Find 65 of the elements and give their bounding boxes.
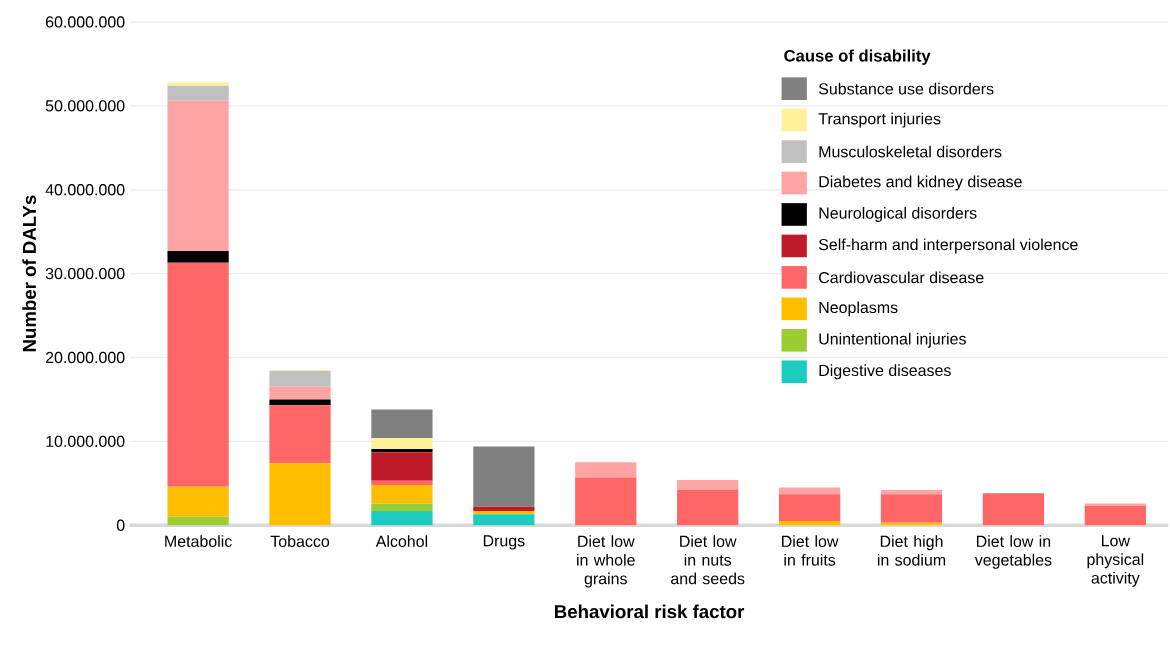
bar <box>880 490 943 495</box>
x-tick-label: Alcohol <box>375 535 428 547</box>
x-tick-label: Diet high in sodium <box>877 535 946 566</box>
y-tick-label: 60.000.000 <box>45 16 125 28</box>
bar <box>269 386 331 400</box>
x-axis-title: Behavioral risk factor <box>555 604 745 619</box>
x-tick-label: Metabolic <box>165 535 232 547</box>
bar <box>371 452 433 481</box>
legend-label: Substance use disorders <box>818 82 994 95</box>
x-tick-label: Diet low in whole grains <box>577 535 635 588</box>
x-tick-label: Diet low in vegetables <box>974 535 1052 569</box>
bar <box>371 448 433 453</box>
y-tick-label: 30.000.000 <box>45 267 125 280</box>
x-tick-label: Diet low in nuts and seeds <box>671 535 745 585</box>
bar <box>371 409 433 438</box>
bar <box>473 514 535 526</box>
x-tick-label: Tobacco <box>270 535 330 547</box>
legend-label: Digestive diseases <box>819 364 951 380</box>
x-tick-label: Drugs <box>483 535 525 550</box>
bar <box>371 484 433 504</box>
bar <box>167 250 229 263</box>
bar <box>778 494 841 522</box>
bar <box>269 370 331 387</box>
legend-label: Unintentional injuries <box>819 332 966 348</box>
bar <box>167 516 229 526</box>
bar <box>880 494 943 523</box>
legend-label: Neoplasms <box>819 301 898 317</box>
x-tick-label: Diet low in fruits <box>782 535 839 566</box>
bar <box>167 262 229 487</box>
bar <box>778 521 841 526</box>
y-tick-label: 10.000.000 <box>46 435 125 447</box>
bar <box>677 479 739 490</box>
legend-label: Musculoskeletal disorders <box>819 145 1002 158</box>
bar <box>167 85 229 101</box>
legend-label: Diabetes and kidney disease <box>819 175 1022 191</box>
bar <box>167 100 229 251</box>
bar <box>371 503 433 511</box>
bar <box>473 506 535 511</box>
bar <box>371 480 433 485</box>
bar <box>1084 503 1146 506</box>
bar <box>473 446 535 507</box>
bar <box>167 486 229 517</box>
bar <box>167 82 229 86</box>
bar <box>269 405 331 464</box>
bar <box>677 490 739 526</box>
y-tick-label: 0 <box>116 519 125 531</box>
legend-label: Cardiovascular disease <box>819 271 984 284</box>
x-tick-label: Low physical activity <box>1087 535 1144 587</box>
legend-title: Cause of disability <box>784 49 931 65</box>
bar <box>371 437 433 449</box>
bar <box>575 462 637 478</box>
legend-label: Neurological disorders <box>819 207 977 222</box>
y-tick-label: 40.000.000 <box>45 184 125 196</box>
bar <box>778 487 841 495</box>
y-tick-label: 50.000.000 <box>45 100 125 112</box>
bar <box>269 399 331 406</box>
bar <box>269 463 331 526</box>
bar <box>1084 505 1146 526</box>
bar <box>575 477 637 526</box>
y-tick-label: 20.000.000 <box>45 351 125 364</box>
legend-label: Transport injuries <box>818 112 941 128</box>
legend-label: Self-harm and interpersonal violence <box>818 238 1078 254</box>
bar <box>982 493 1045 526</box>
bar <box>371 510 433 526</box>
y-axis-title: Number of DALYs <box>22 195 37 352</box>
